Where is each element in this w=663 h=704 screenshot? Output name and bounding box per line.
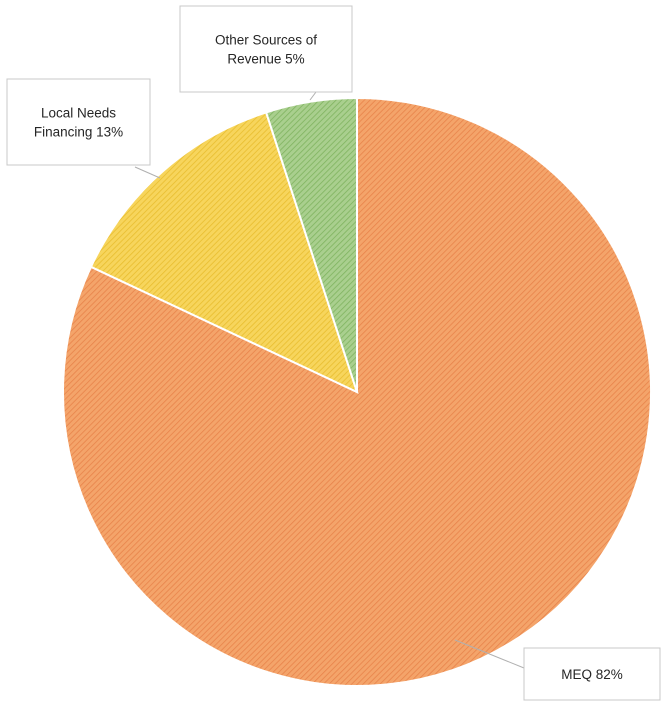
callout-box-local-needs-financing	[6, 78, 151, 166]
data-label-line: Revenue 5%	[227, 52, 304, 67]
data-label-local-needs-financing: Local Needs Financing 13%	[34, 106, 123, 140]
data-label-meq: MEQ 82%	[561, 667, 623, 682]
callout-leaders	[134, 91, 525, 669]
callout-box-meq	[523, 647, 661, 701]
callout-box-other-sources-of-revenue	[179, 5, 353, 93]
leader-line-local-needs-financing	[134, 166, 161, 179]
pie-slice-other-sources-of-revenue	[264, 96, 358, 393]
data-label-line: Other Sources of	[215, 33, 317, 48]
data-label-line: Local Needs	[41, 106, 116, 121]
data-label-line: Financing 13%	[34, 125, 123, 140]
leader-line-meq	[454, 639, 525, 669]
data-label-other-sources-of-revenue: Other Sources of Revenue 5%	[215, 33, 317, 67]
pie-slice-local-needs-financing	[89, 111, 359, 394]
data-label-line: MEQ 82%	[561, 667, 623, 682]
data-label-callouts: MEQ 82% Local Needs Financing 13% Other Sou…	[6, 5, 661, 701]
leader-line-other-sources-of-revenue	[309, 91, 317, 101]
pie-slices	[62, 96, 652, 687]
pie-slice-meq	[62, 96, 652, 687]
